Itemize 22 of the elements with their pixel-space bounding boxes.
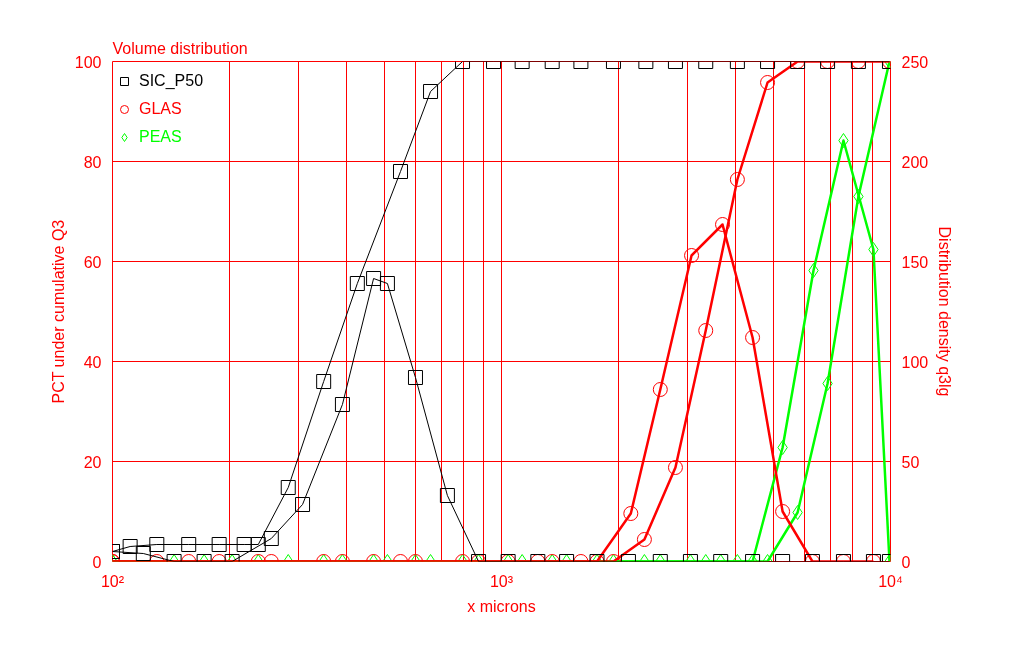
y2-tick-label: 50 [901,453,920,471]
y2-tick-label: 200 [901,153,929,171]
y-tick-label: 60 [83,253,102,271]
y2-tick-label: 100 [901,353,929,371]
legend-label: SIC_P50 [139,72,204,90]
y-tick-label: 20 [83,453,102,471]
y2-axis-title: Distribution density q3lg [936,226,954,397]
y2-tick-label: 0 [901,553,911,571]
x-tick-label: 10² [100,572,125,590]
y2-tick-label: 250 [901,53,929,71]
legend-label: PEAS [139,128,182,146]
x-axis-title: x microns [467,597,536,615]
legend-label: GLAS [139,100,182,118]
y-tick-label: 80 [83,153,102,171]
x-tick-label: 10⁴ [878,572,903,590]
x-tick-label: 10³ [489,572,514,590]
y-tick-label: 100 [74,53,102,71]
chart-title: Volume distribution [112,39,248,57]
y-tick-label: 40 [83,353,102,371]
y-axis-title: PCT under cumulative Q3 [49,219,67,404]
y-tick-label: 0 [92,553,102,571]
y2-tick-label: 150 [901,253,929,271]
